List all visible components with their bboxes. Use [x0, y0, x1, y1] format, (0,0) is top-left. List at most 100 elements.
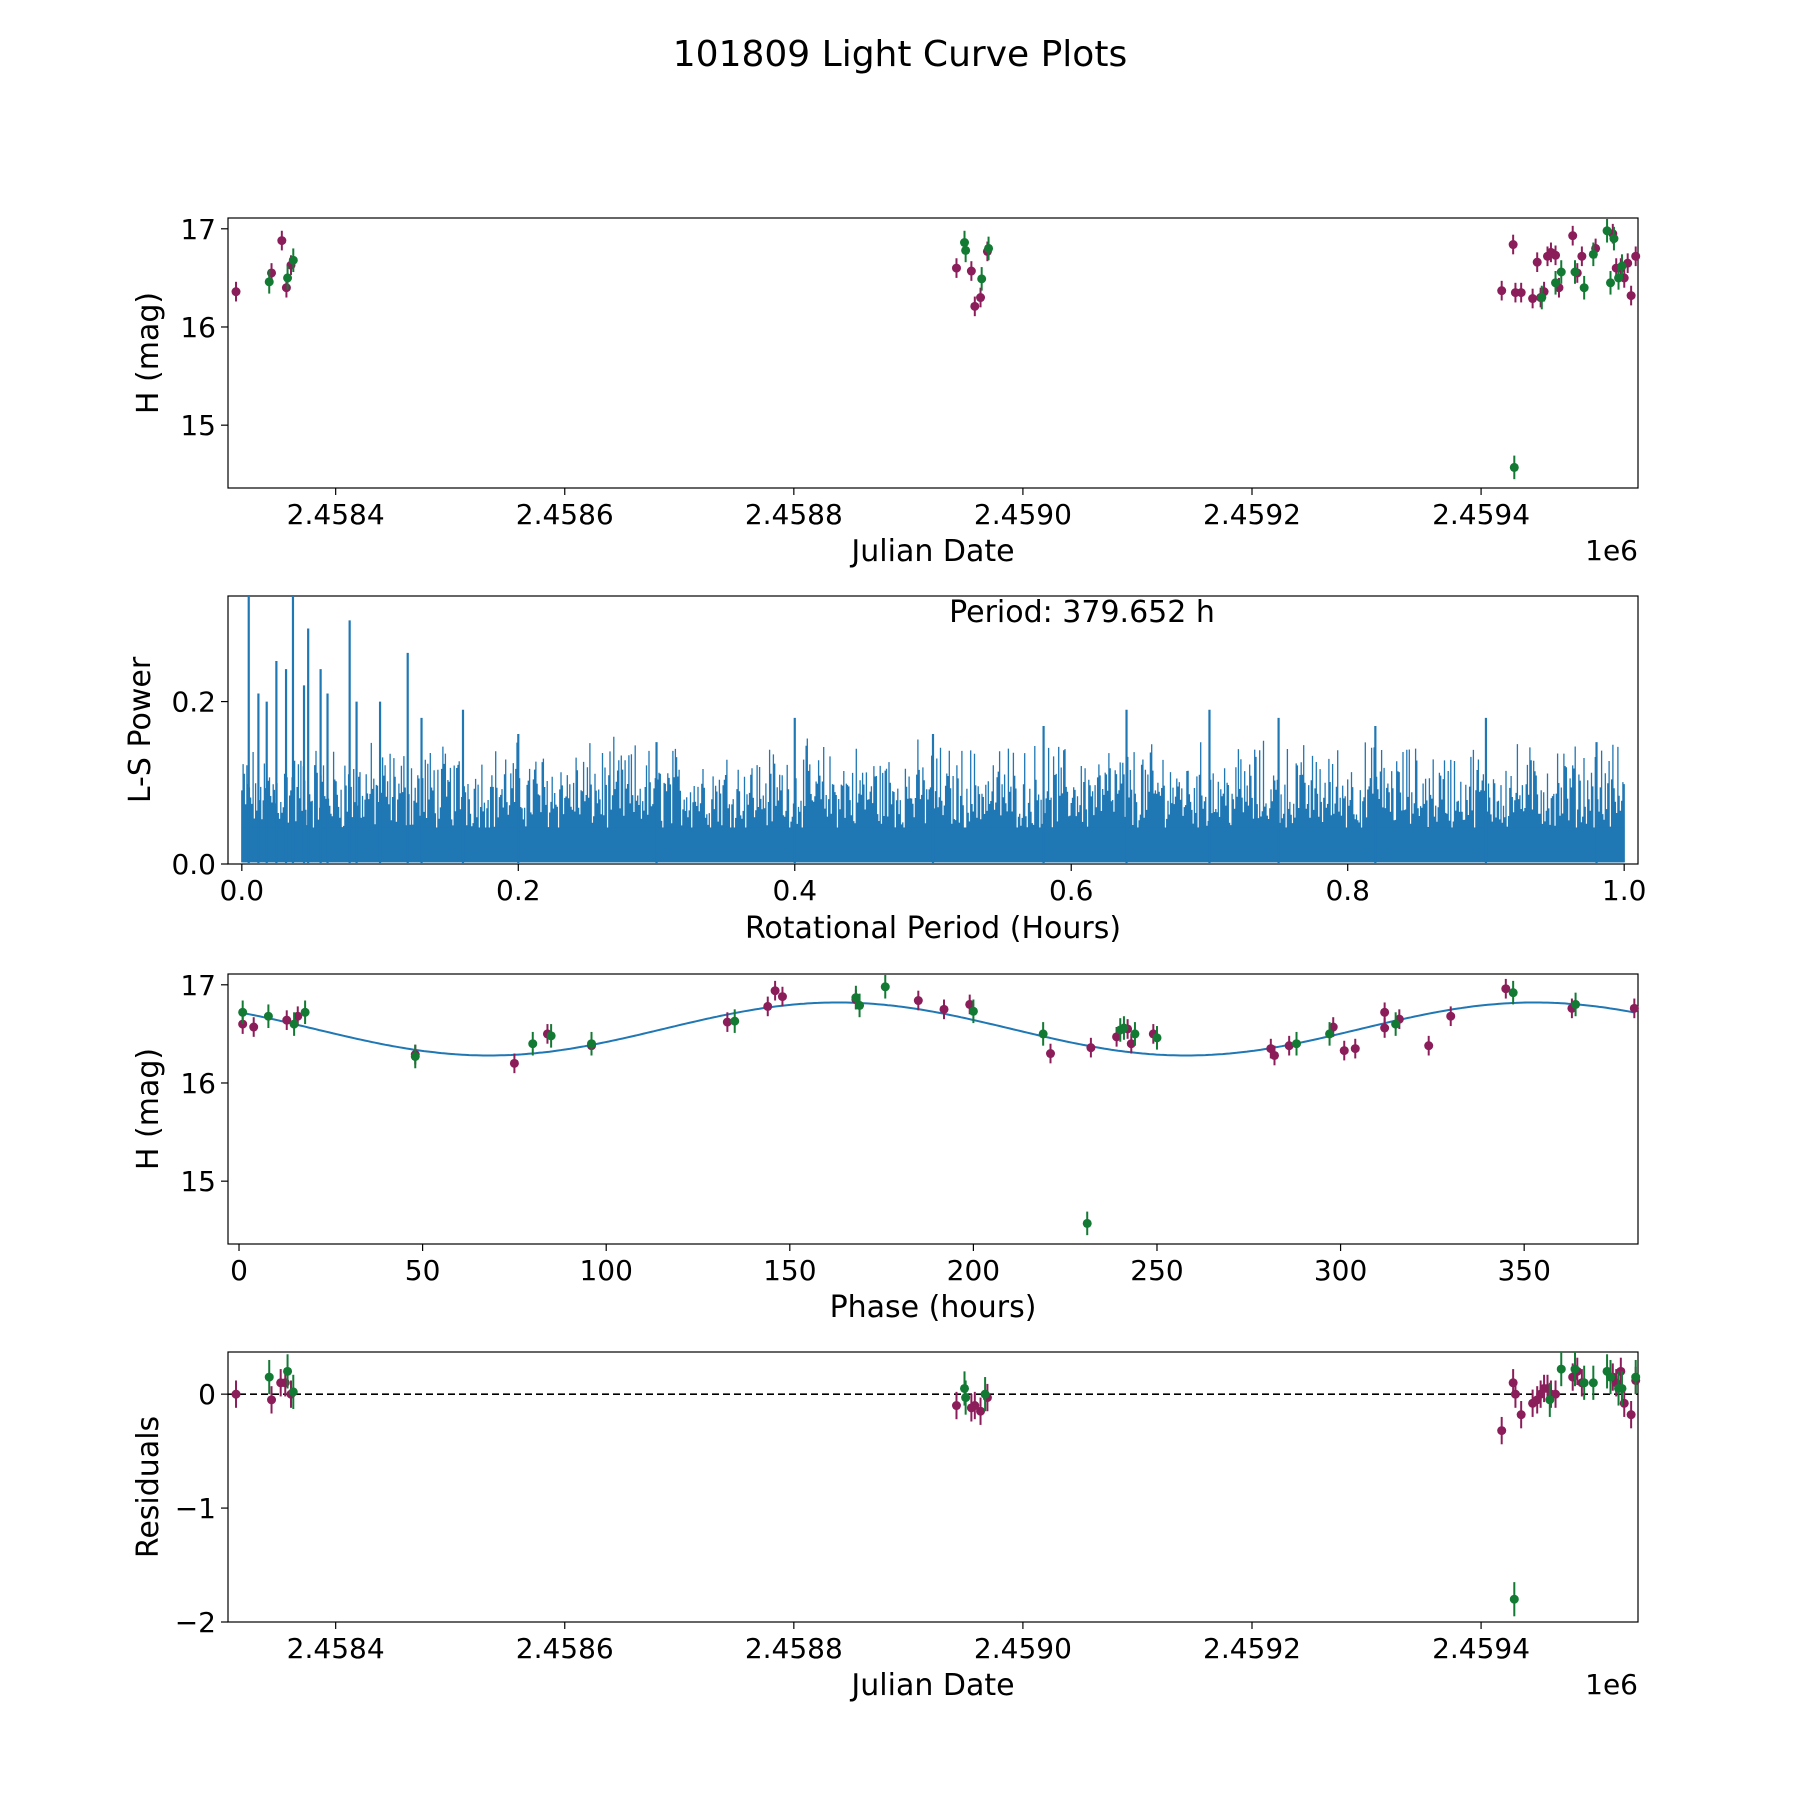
lightcurve-point: [1609, 234, 1619, 244]
lightcurve-xtick-label: 2.4594: [1432, 498, 1530, 531]
lightcurve-xtick-label: 2.4588: [745, 498, 843, 531]
lightcurve-point: [281, 283, 291, 293]
phased-point: [770, 986, 780, 996]
lightcurve-point: [970, 301, 980, 311]
periodogram-xtick-label: 0.8: [1325, 874, 1370, 907]
lightcurve-point: [1577, 251, 1587, 261]
residuals-point: [961, 1393, 971, 1403]
lightcurve-ytick-label: 16: [180, 311, 216, 344]
lightcurve-point: [966, 266, 976, 276]
phased-point: [1380, 1007, 1390, 1017]
phased-point: [1046, 1049, 1055, 1059]
lightcurve-point: [1556, 267, 1566, 277]
lightcurve-point: [951, 263, 961, 273]
phased-point: [880, 982, 890, 992]
lightcurve-ticks: 2.4584 2.4586 2.4588 2.4590 2.4592 2.4594 15 16…: [180, 213, 1530, 531]
periodogram-marks: [241, 596, 1625, 864]
periodogram-xtick-label: 0.2: [496, 874, 541, 907]
lightcurve-point: [1508, 240, 1518, 250]
phased-xlabel: Phase (hours): [830, 1290, 1037, 1325]
phased-point: [1501, 984, 1511, 994]
lightcurve-point: [1602, 226, 1612, 236]
lightcurve-point: [1516, 288, 1526, 298]
lightcurve-point: [231, 287, 241, 297]
residuals-point: [1617, 1383, 1627, 1393]
residuals-point: [1510, 1389, 1520, 1399]
residuals-point: [1606, 1372, 1616, 1382]
phased-point: [282, 1015, 292, 1025]
phased-xtick-label: 100: [579, 1254, 632, 1287]
phased-point: [1350, 1044, 1360, 1054]
phased-marks: [238, 974, 1639, 1236]
periodogram-ytick-label: 0.0: [171, 848, 216, 881]
lightcurve-point: [283, 273, 293, 283]
phased-point: [968, 1006, 978, 1016]
lightcurve-point: [1614, 273, 1624, 283]
phased-ytick-label: 16: [180, 1067, 216, 1100]
lightcurve-point: [1617, 261, 1627, 271]
lightcurve-point: [1579, 283, 1589, 293]
lightcurve-point: [976, 293, 986, 303]
phased-point: [1130, 1029, 1140, 1039]
residuals-point: [1545, 1395, 1555, 1405]
lightcurve-panel: 2.4584 2.4586 2.4588 2.4590 2.4592 2.4594 15 16…: [131, 213, 1641, 569]
residuals-point: [980, 1389, 990, 1399]
periodogram-xlabel: Rotational Period (Hours): [745, 911, 1121, 946]
phased-point: [587, 1039, 597, 1049]
lightcurve-point: [1568, 231, 1578, 241]
periodogram-xtick-label: 0.6: [1049, 874, 1094, 907]
phased-point: [1284, 1041, 1294, 1051]
residuals-ytick-label: −1: [175, 1492, 216, 1525]
phased-xtick-label: 300: [1314, 1254, 1367, 1287]
lightcurve-ylabel: H (mag): [131, 292, 166, 414]
phased-point: [1508, 988, 1518, 998]
phased-point: [1112, 1032, 1122, 1042]
phased-point: [763, 1001, 773, 1011]
phased-point: [851, 993, 861, 1003]
residuals-ticks: 2.4584 2.4586 2.4588 2.4590 2.4592 2.4594 −2 −1…: [175, 1378, 1530, 1665]
lightcurve-frame: [227, 217, 1639, 489]
phased-point: [1446, 1011, 1456, 1021]
residuals-point: [1497, 1426, 1507, 1436]
lightcurve-point: [961, 245, 971, 255]
lightcurve-marks: [231, 218, 1641, 480]
phased-point: [722, 1017, 732, 1027]
phased-panel: 0 50 100 150 200 250 300 350 15 16 17 Phase (hours…: [131, 969, 1639, 1325]
lightcurve-offset-text: 1e6: [1585, 534, 1638, 567]
residuals-point: [231, 1389, 241, 1399]
phased-point: [249, 1022, 259, 1032]
residuals-ylabel: Residuals: [131, 1416, 166, 1558]
lightcurve-ytick-label: 15: [180, 409, 216, 442]
figure-title: 101809 Light Curve Plots: [673, 34, 1127, 75]
lightcurve-point: [1606, 278, 1616, 288]
period-annotation: Period: 379.652 h: [949, 595, 1215, 630]
residuals-panel: 2.4584 2.4586 2.4588 2.4590 2.4592 2.4594 −2 −1…: [131, 1351, 1641, 1703]
residuals-point: [1509, 1594, 1519, 1604]
periodogram-xtick-label: 1.0: [1602, 874, 1647, 907]
phased-point: [238, 1007, 248, 1017]
residuals-point: [1579, 1378, 1589, 1388]
phased-point: [1269, 1050, 1279, 1060]
phased-point: [1380, 1023, 1390, 1033]
residuals-offset-text: 1e6: [1585, 1668, 1638, 1701]
lightcurve-xtick-label: 2.4584: [287, 498, 385, 531]
residuals-xtick-label: 2.4590: [974, 1632, 1072, 1665]
phased-point: [1571, 999, 1581, 1009]
lightcurve-point: [264, 277, 274, 287]
lightcurve-point: [288, 255, 298, 265]
lightcurve-ytick-label: 17: [180, 213, 216, 246]
lightcurve-point: [277, 236, 287, 246]
residuals-ytick-label: −2: [175, 1606, 216, 1639]
phased-point: [1325, 1029, 1335, 1039]
residuals-point: [959, 1383, 969, 1393]
residuals-point: [1631, 1372, 1641, 1382]
phased-xtick-label: 50: [405, 1254, 441, 1287]
phased-xtick-label: 150: [763, 1254, 816, 1287]
residuals-xtick-label: 2.4592: [1203, 1632, 1301, 1665]
residuals-point: [1556, 1364, 1566, 1374]
phased-xtick-label: 200: [947, 1254, 1000, 1287]
lightcurve-point: [1570, 267, 1580, 277]
phased-point: [1119, 1023, 1129, 1033]
phased-point: [939, 1004, 949, 1014]
lightcurve-point: [1509, 462, 1519, 472]
